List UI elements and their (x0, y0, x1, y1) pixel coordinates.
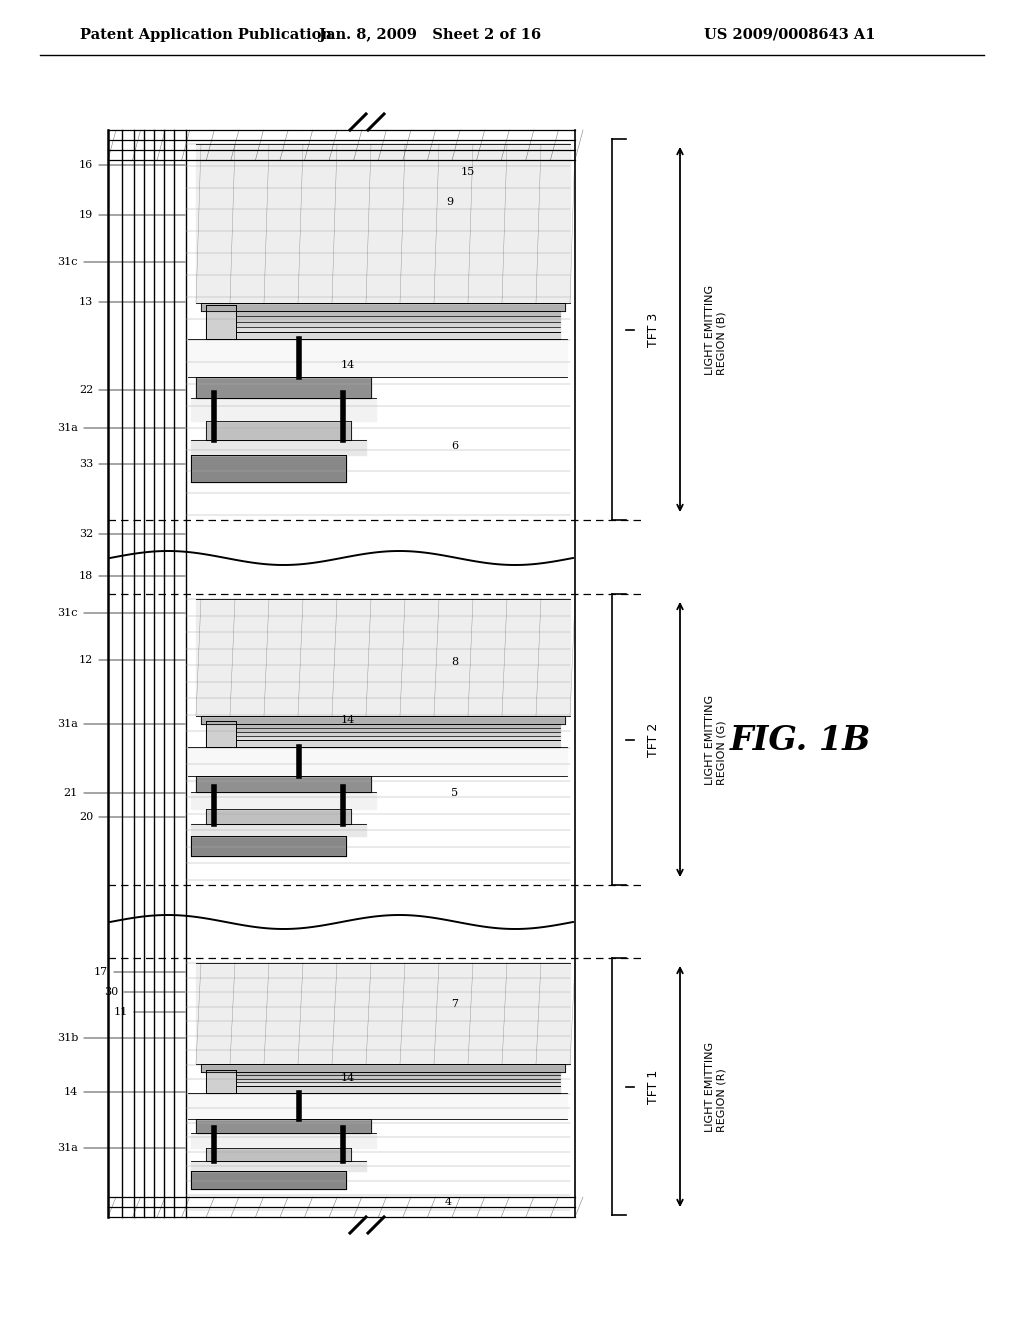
Text: 32: 32 (79, 529, 93, 539)
Polygon shape (206, 721, 236, 747)
Text: 17: 17 (94, 968, 108, 977)
Text: 20: 20 (79, 812, 93, 822)
Polygon shape (206, 1069, 236, 1093)
Text: LIGHT EMITTING
REGION (B): LIGHT EMITTING REGION (B) (705, 284, 727, 375)
Polygon shape (206, 305, 236, 339)
Text: TFT 3: TFT 3 (647, 313, 660, 347)
Bar (186, 594, 575, 884)
Text: LIGHT EMITTING
REGION (R): LIGHT EMITTING REGION (R) (705, 1041, 727, 1131)
Text: 31c: 31c (57, 257, 78, 267)
Text: 31a: 31a (57, 719, 78, 729)
Text: 19: 19 (79, 210, 93, 220)
Bar (186, 958, 575, 1214)
Text: 18: 18 (79, 572, 93, 581)
Text: Patent Application Publication: Patent Application Publication (80, 28, 332, 42)
Text: 14: 14 (341, 1073, 355, 1082)
Text: 31b: 31b (56, 1034, 78, 1043)
Text: 15: 15 (461, 168, 475, 177)
Text: 4: 4 (444, 1197, 452, 1206)
Text: TFT 1: TFT 1 (647, 1069, 660, 1104)
Text: 14: 14 (341, 360, 355, 370)
Text: 14: 14 (63, 1086, 78, 1097)
Text: 21: 21 (63, 788, 78, 799)
Text: 22: 22 (79, 385, 93, 395)
Text: 31c: 31c (57, 609, 78, 618)
Text: 9: 9 (446, 197, 454, 207)
Text: 14: 14 (341, 715, 355, 725)
Text: US 2009/0008643 A1: US 2009/0008643 A1 (705, 28, 876, 42)
Text: FIG. 1B: FIG. 1B (729, 723, 870, 756)
Text: 7: 7 (452, 999, 459, 1008)
Text: 5: 5 (452, 788, 459, 799)
Text: 16: 16 (79, 160, 93, 170)
Text: 30: 30 (103, 987, 118, 997)
Text: 33: 33 (79, 459, 93, 469)
Text: 31a: 31a (57, 422, 78, 433)
Text: 31a: 31a (57, 1143, 78, 1152)
Text: 12: 12 (79, 655, 93, 665)
Text: 11: 11 (114, 1007, 128, 1016)
Text: LIGHT EMITTING
REGION (G): LIGHT EMITTING REGION (G) (705, 694, 727, 784)
Text: TFT 2: TFT 2 (647, 722, 660, 756)
Bar (186, 139, 575, 520)
Text: 6: 6 (452, 441, 459, 451)
Text: 13: 13 (79, 297, 93, 308)
Text: 8: 8 (452, 657, 459, 667)
Text: Jan. 8, 2009   Sheet 2 of 16: Jan. 8, 2009 Sheet 2 of 16 (318, 28, 541, 42)
